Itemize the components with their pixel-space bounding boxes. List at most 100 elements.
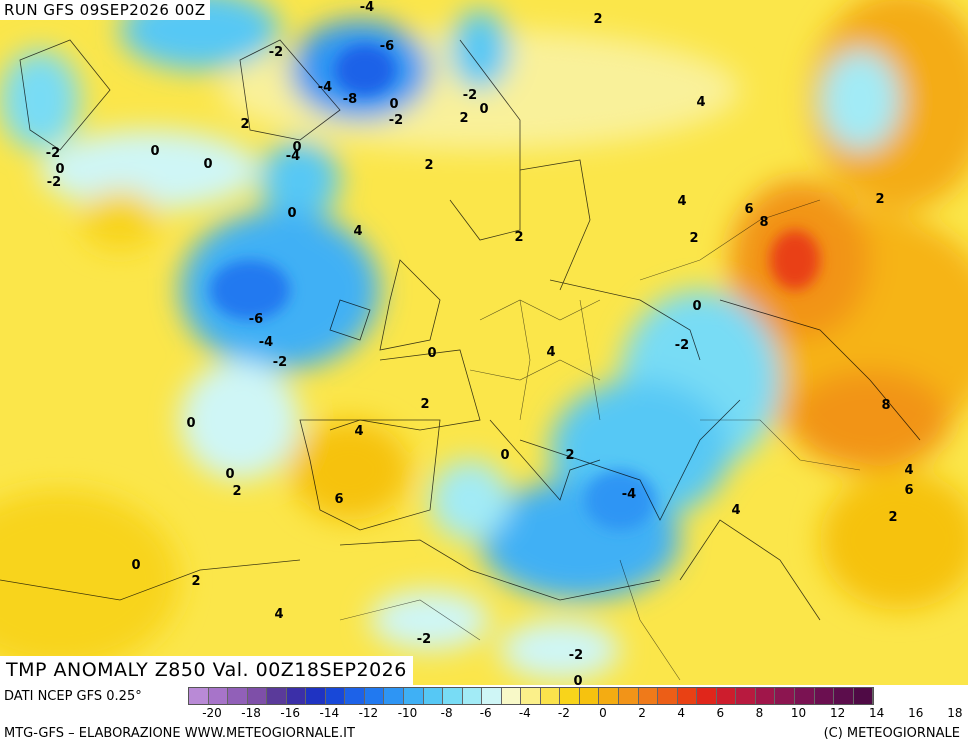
isotherm-label: 0 xyxy=(203,157,212,172)
credit-right: (C) METEOGIORNALE xyxy=(823,726,960,741)
scale-swatch xyxy=(853,688,874,704)
scale-swatch xyxy=(267,688,287,704)
isotherm-label: 0 xyxy=(287,206,296,221)
scale-swatch xyxy=(443,688,463,704)
isotherm-label: 2 xyxy=(689,231,698,246)
isotherm-label: -6 xyxy=(380,39,394,54)
isotherm-label: -2 xyxy=(47,175,61,190)
scale-tick-label: 0 xyxy=(599,706,607,720)
scale-swatch xyxy=(579,688,600,704)
scale-swatch xyxy=(619,688,639,704)
isotherm-label: 4 xyxy=(731,503,740,518)
isotherm-label: -8 xyxy=(343,92,357,107)
anomaly-cores xyxy=(210,45,820,530)
scale-swatch xyxy=(814,688,835,704)
scale-tick-label: 10 xyxy=(790,706,807,720)
isotherm-label: -4 xyxy=(622,487,636,502)
coastlines xyxy=(0,39,921,621)
isotherm-label: -4 xyxy=(286,149,300,164)
run-label: RUN GFS 09SEP2026 00Z xyxy=(0,0,210,20)
isotherm-label: 2 xyxy=(875,192,884,207)
scale-swatch xyxy=(208,688,229,704)
isotherm-label: 6 xyxy=(904,483,913,498)
scale-tick-label: -4 xyxy=(518,706,531,720)
scale-swatch xyxy=(286,688,307,704)
isotherm-label: 4 xyxy=(904,463,913,478)
isotherm-label: 2 xyxy=(240,117,249,132)
isotherm-label: 2 xyxy=(888,510,897,525)
isotherm-label: 2 xyxy=(420,397,429,412)
scale-swatch xyxy=(677,688,698,704)
scale-swatch xyxy=(540,688,561,704)
scale-swatch xyxy=(501,688,522,704)
isotherm-label: -4 xyxy=(259,335,273,350)
isotherm-label: 4 xyxy=(677,194,686,209)
scale-tick-label: -2 xyxy=(557,706,570,720)
isotherm-label: 0 xyxy=(150,144,159,159)
isotherm-label: 2 xyxy=(593,12,602,27)
isotherm-label: -2 xyxy=(389,113,403,128)
scale-tick-label: 14 xyxy=(869,706,885,720)
color-scale-ticks: -20 -18 -16 -14 -12 -10 -8 -6 -4 -2 0 2 4 6 8 10 12 14 16 1… xyxy=(188,706,966,722)
isotherm-label: 0 xyxy=(573,674,582,685)
scale-swatch xyxy=(755,688,776,704)
scale-swatch xyxy=(462,688,483,704)
scale-swatch xyxy=(736,688,756,704)
isotherm-label: 2 xyxy=(514,230,523,245)
isotherm-label: -2 xyxy=(417,632,431,647)
isotherm-label: 6 xyxy=(334,492,343,507)
isotherm-label: 4 xyxy=(546,345,555,360)
isotherm-label: 4 xyxy=(274,607,283,622)
scale-tick-label: 18 xyxy=(947,706,963,720)
scale-swatch xyxy=(247,688,268,704)
scale-swatch xyxy=(638,688,659,704)
isotherm-label: 0 xyxy=(500,448,509,463)
isotherm-label: 0 xyxy=(292,140,301,155)
scale-swatch xyxy=(794,688,815,704)
isotherm-label: 8 xyxy=(759,215,768,230)
credit-left: MTG-GFS – ELABORAZIONE WWW.METEOGIORNALE… xyxy=(4,726,355,741)
scale-swatch xyxy=(384,688,405,704)
scale-swatch xyxy=(306,688,326,704)
isotherm-label: 2 xyxy=(191,574,200,589)
scale-tick-label: -14 xyxy=(319,706,340,720)
isotherm-label: 2 xyxy=(565,448,574,463)
isotherm-label: 0 xyxy=(225,467,234,482)
scale-swatch xyxy=(697,688,717,704)
isotherm-label: 0 xyxy=(692,299,701,314)
scale-tick-label: 12 xyxy=(829,706,846,720)
isotherm-label: 8 xyxy=(881,398,890,413)
isotherm-label: 4 xyxy=(696,95,705,110)
scale-tick-label: 2 xyxy=(638,706,646,720)
scale-swatch xyxy=(599,688,620,704)
isotherm-label: -2 xyxy=(269,45,283,60)
isotherm-label: -2 xyxy=(675,338,689,353)
isotherm-label: 0 xyxy=(479,102,488,117)
isotherm-label: -4 xyxy=(360,0,374,15)
scale-swatch xyxy=(482,688,502,704)
scale-tick-label: -16 xyxy=(280,706,300,720)
scale-swatch xyxy=(345,688,365,704)
isotherm-label: -6 xyxy=(249,312,263,327)
scale-swatch xyxy=(364,688,385,704)
isotherm-label: 4 xyxy=(354,424,363,439)
scale-tick-label: 16 xyxy=(908,706,924,720)
scale-tick-label: 6 xyxy=(716,706,725,720)
scale-swatch xyxy=(423,688,444,704)
scale-swatch xyxy=(834,688,854,704)
scale-tick-label: -20 xyxy=(202,706,222,720)
map-title: TMP ANOMALY Z850 Val. 00Z18SEP2026 xyxy=(0,656,413,685)
isotherm-label: -2 xyxy=(463,88,477,103)
isotherm-label: 0 xyxy=(186,416,195,431)
isotherm-label: -2 xyxy=(273,355,287,370)
isotherm-label: 0 xyxy=(427,346,436,361)
color-scale-bar xyxy=(188,687,875,705)
anomaly-field xyxy=(0,0,968,680)
scale-swatch xyxy=(716,688,737,704)
isotherm-label: 0 xyxy=(131,558,140,573)
borders xyxy=(339,199,861,681)
scale-swatch xyxy=(658,688,678,704)
isotherm-label: 2 xyxy=(232,484,241,499)
isotherm-label: 2 xyxy=(424,158,433,173)
